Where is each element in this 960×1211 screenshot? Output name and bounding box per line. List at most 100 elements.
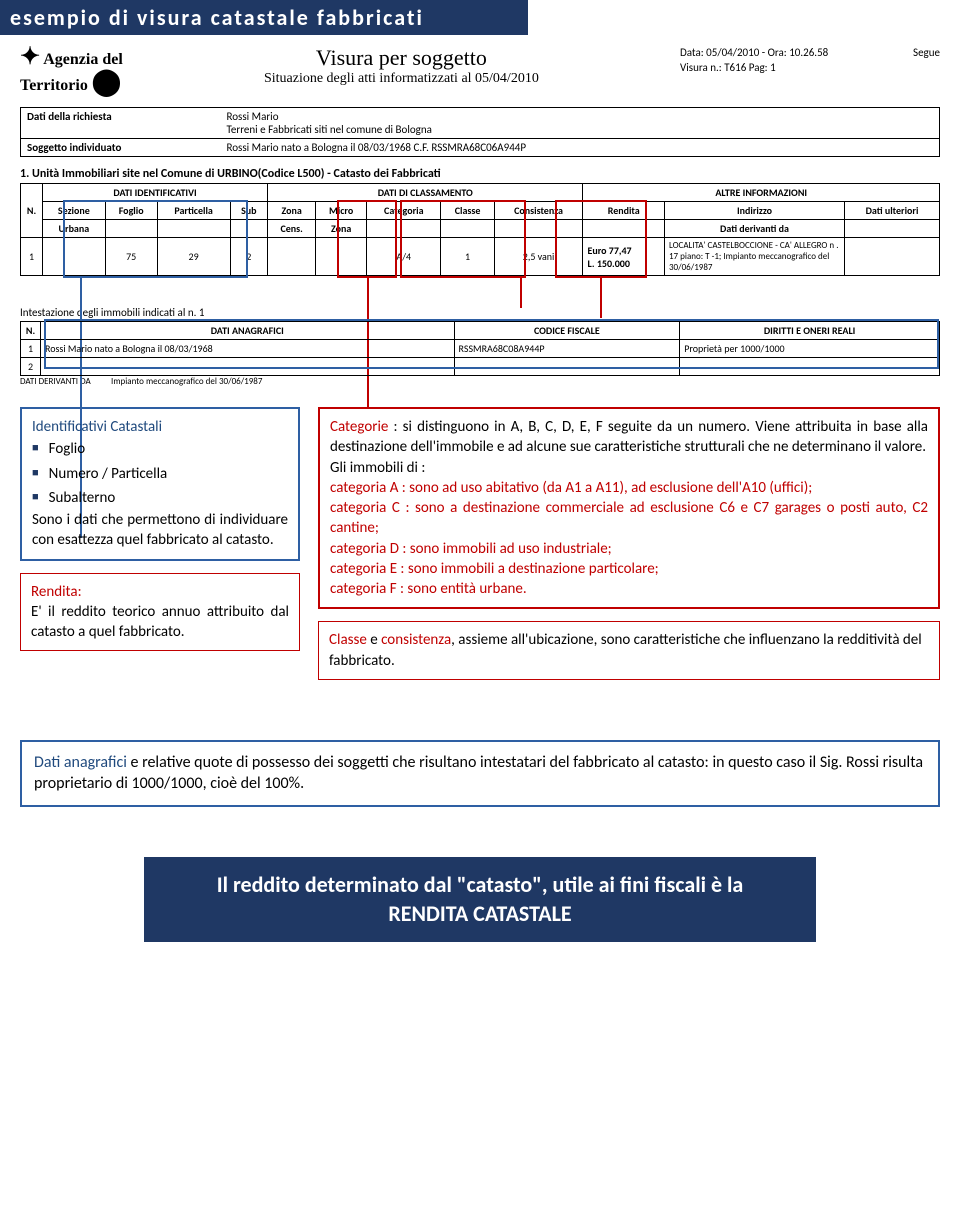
anag-n-2: 2: [21, 358, 41, 376]
th-indirizzo: Indirizzo: [665, 202, 845, 220]
page-title-bar: esempio di visura catastale fabbricati: [0, 0, 528, 35]
cell-particella: 29: [157, 238, 230, 276]
footer-banner: Il reddito determinato dal "catasto", ut…: [144, 857, 816, 942]
identificativi-table: N. DATI IDENTIFICATIVI DATI DI CLASSAMEN…: [20, 183, 940, 276]
ident-item-1: Foglio: [32, 437, 288, 461]
logo-line2: Territorio: [20, 77, 88, 94]
connector-classe: [520, 278, 522, 308]
anag-row-1: 1 Rossi Mario nato a Bologna il 08/03/19…: [21, 340, 940, 358]
th-categoria: Categoria: [367, 202, 441, 220]
req-val-1a: Rossi Mario: [227, 110, 279, 123]
cell-rendita: Euro 77,47 L. 150.000: [583, 238, 665, 276]
cell-consistenza: 2,5 vani: [494, 238, 583, 276]
cat-p1: : si distinguono in A, B, C, D, E, F seg…: [330, 418, 928, 456]
box-rendita: Rendita: E' il reddito teorico annuo att…: [20, 573, 300, 652]
th-sub: Sub: [230, 202, 268, 220]
th-classe: Classe: [441, 202, 494, 220]
cat-f: categoria F : sono entità urbane.: [330, 580, 527, 598]
req-label-2: Soggetto individuato: [21, 139, 221, 157]
th-group-altre: ALTRE INFORMAZIONI: [583, 184, 940, 202]
cell-sezione: [43, 238, 106, 276]
th-consistenza: Consistenza: [494, 202, 583, 220]
doc-subtitle: Situazione degli atti informatizzati al …: [143, 71, 660, 87]
th-n: N.: [21, 184, 43, 238]
intestazione-heading: Intestazione degli immobili indicati al …: [20, 306, 940, 319]
data-row-1: 1 75 29 2 A/4 1 2,5 vani Euro 77,47 L. 1…: [21, 238, 940, 276]
cat-c: categoria C : sono a destinazione commer…: [330, 499, 928, 537]
right-col: Categorie : si distinguono in A, B, C, D…: [318, 407, 940, 680]
anag-dati-1: Rossi Mario nato a Bologna il 08/03/1968: [41, 340, 455, 358]
dati-derivanti: DATI DERIVANTI DA Impianto meccanografic…: [20, 376, 940, 387]
anag-th-n: N.: [21, 322, 41, 340]
meta-segue: Segue: [913, 45, 940, 76]
emblem-icon: ⬤: [92, 67, 121, 96]
cat-e: categoria E : sono immobili a destinazio…: [330, 560, 659, 578]
anag-n-1: 1: [21, 340, 41, 358]
ident-text: Sono i dati che permettono di individuar…: [32, 510, 288, 551]
cat-a: categoria A : sono ad uso abitativo (da …: [330, 479, 812, 497]
cat-title: Categorie: [330, 418, 388, 436]
doc-title: Visura per soggetto: [143, 45, 660, 71]
rendita-text: E' il reddito teorico annuo attribuito d…: [31, 603, 289, 641]
th-zona: Zona: [268, 202, 316, 220]
ident-list: Foglio Numero / Particella Subalterno: [32, 437, 288, 510]
meta-visura: Visura n.: T616 Pag: 1: [680, 60, 828, 75]
footer-line1: Il reddito determinato dal "catasto", ut…: [184, 871, 776, 900]
cell-foglio: 75: [105, 238, 157, 276]
meta-date: Data: 05/04/2010 - Ora: 10.26.58: [680, 45, 828, 60]
logo-line1: Agenzia del: [43, 51, 123, 68]
th-derivanti: Dati derivanti da: [665, 220, 845, 238]
doc-meta: Data: 05/04/2010 - Ora: 10.26.58 Visura …: [680, 45, 940, 76]
anag-cf-1: RSSMRA68C08A944P: [454, 340, 680, 358]
section-1-heading: 1. Unità Immobiliari site nel Comune di …: [20, 167, 940, 181]
left-col: Identificativi Catastali Foglio Numero /…: [20, 407, 300, 680]
box-classe: Classe e consistenza, assieme all'ubicaz…: [318, 621, 940, 680]
rendita-title: Rendita:: [31, 583, 82, 601]
anag-note-rest: e relative quote di possesso dei soggett…: [34, 753, 923, 794]
th-rendita: Rendita: [583, 202, 665, 220]
cell-indirizzo: LOCALITA' CASTELBOCCIONE - CA' ALLEGRO n…: [665, 238, 845, 276]
agency-logo: ✦ Agenzia del Territorio ⬤: [20, 45, 123, 95]
th-urbana: Urbana: [43, 220, 106, 238]
anag-row-2: 2: [21, 358, 940, 376]
classe-b: consistenza: [381, 631, 451, 649]
req-val-1: Rossi Mario Terreni e Fabbricati siti ne…: [221, 108, 940, 139]
th-foglio: Foglio: [105, 202, 157, 220]
th-group-ident: DATI IDENTIFICATIVI: [43, 184, 268, 202]
cat-d: categoria D : sono immobili ad uso indus…: [330, 540, 612, 558]
request-table: Dati della richiesta Rossi Mario Terreni…: [20, 107, 940, 157]
cat-p2: Gli immobili di :: [330, 459, 425, 477]
cell-n: 1: [21, 238, 43, 276]
cell-ulteriori: [845, 238, 940, 276]
th-zona2: Zona: [316, 220, 367, 238]
ident-item-2: Numero / Particella: [32, 462, 288, 486]
box-identificativi: Identificativi Catastali Foglio Numero /…: [20, 407, 300, 561]
deriv-label: DATI DERIVANTI DA: [20, 376, 91, 387]
cell-categoria: A/4: [367, 238, 441, 276]
th-sezione: Sezione: [43, 202, 106, 220]
ident-title: Identificativi Catastali: [32, 417, 288, 437]
anag-diritti-1: Proprietà per 1000/1000: [680, 340, 940, 358]
title-text: esempio di visura catastale fabbricati: [10, 4, 424, 31]
th-ulteriori: Dati ulteriori: [845, 202, 940, 220]
anagrafici-table: N. DATI ANAGRAFICI CODICE FISCALE DIRITT…: [20, 321, 940, 376]
annotations-area: Identificativi Catastali Foglio Numero /…: [0, 387, 960, 700]
anag-note-a: Dati anagrafici: [34, 753, 127, 772]
req-label-1: Dati della richiesta: [21, 108, 221, 139]
anag-th-diritti: DIRITTI E ONERI REALI: [680, 322, 940, 340]
ident-item-3: Subalterno: [32, 486, 288, 510]
classe-a: Classe: [329, 631, 367, 649]
cell-classe: 1: [441, 238, 494, 276]
deriv-value: Impianto meccanografico del 30/06/1987: [111, 376, 262, 387]
anag-th-cf: CODICE FISCALE: [454, 322, 680, 340]
th-particella: Particella: [157, 202, 230, 220]
classe-mid: e: [367, 631, 381, 649]
th-micro: Micro: [316, 202, 367, 220]
cell-micro: [316, 238, 367, 276]
th-group-class: DATI DI CLASSAMENTO: [268, 184, 583, 202]
cell-zona: [268, 238, 316, 276]
th-cens: Cens.: [268, 220, 316, 238]
footer-line2: RENDITA CATASTALE: [184, 900, 776, 929]
cell-sub: 2: [230, 238, 268, 276]
doc-title-block: Visura per soggetto Situazione degli att…: [143, 45, 660, 87]
